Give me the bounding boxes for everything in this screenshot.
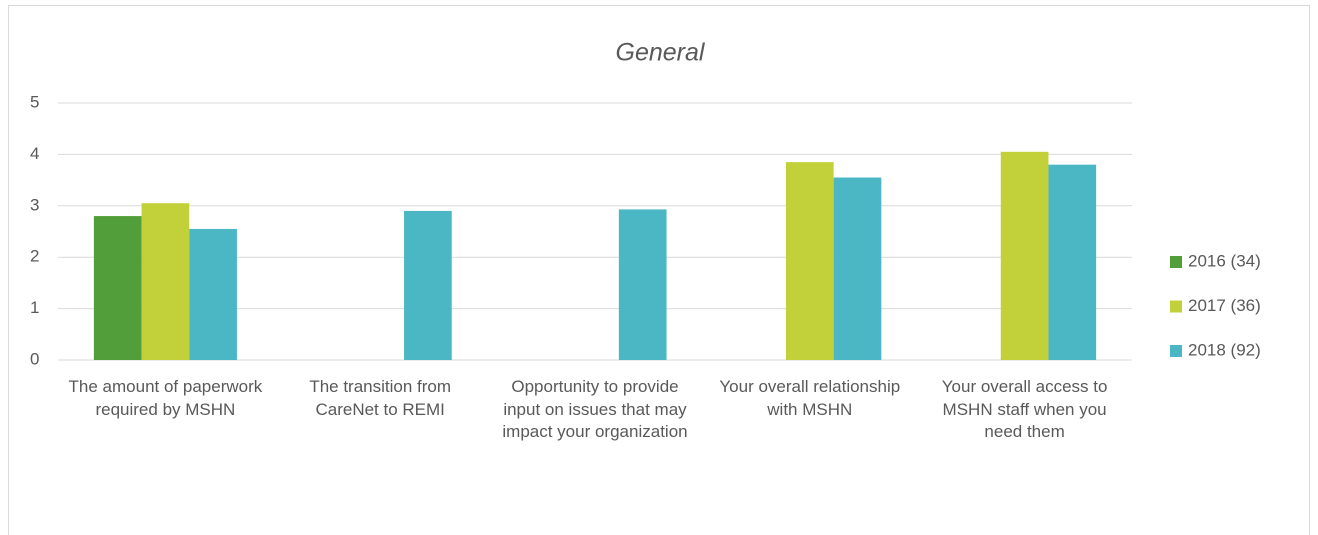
bar	[1000, 151, 1049, 360]
legend-swatch	[1170, 345, 1182, 357]
bar	[785, 162, 834, 360]
y-tick-label: 5	[30, 92, 39, 111]
legend-label: 2018 (92)	[1188, 340, 1261, 359]
legend-swatch	[1170, 300, 1182, 313]
legend-label: 2016 (34)	[1188, 251, 1261, 270]
bar	[93, 216, 142, 360]
y-tick-label: 4	[30, 144, 39, 163]
bar	[189, 228, 237, 360]
legend-swatch	[1170, 256, 1182, 268]
y-tick-label: 3	[30, 195, 39, 214]
x-tick-label: Opportunity to provide input on issues t…	[502, 377, 688, 441]
legend-label: 2017 (36)	[1188, 296, 1261, 315]
bar	[618, 209, 667, 360]
y-tick-label: 2	[30, 247, 39, 266]
chart-border	[8, 5, 1310, 535]
y-tick-label: 0	[30, 349, 39, 368]
y-tick-label: 1	[30, 298, 39, 317]
x-tick-label: The amount of paperwork required by MSHN	[68, 377, 263, 419]
x-tick-label: The transition from CareNet to REMI	[309, 377, 452, 419]
bar	[404, 210, 452, 360]
x-tick-label: Your overall relationship with MSHN	[719, 377, 901, 419]
x-tick-label: Your overall access to MSHN staff when y…	[941, 377, 1108, 441]
chart-title: General	[616, 39, 706, 67]
bar	[1048, 164, 1097, 360]
bar	[141, 203, 190, 360]
bar	[833, 177, 882, 360]
